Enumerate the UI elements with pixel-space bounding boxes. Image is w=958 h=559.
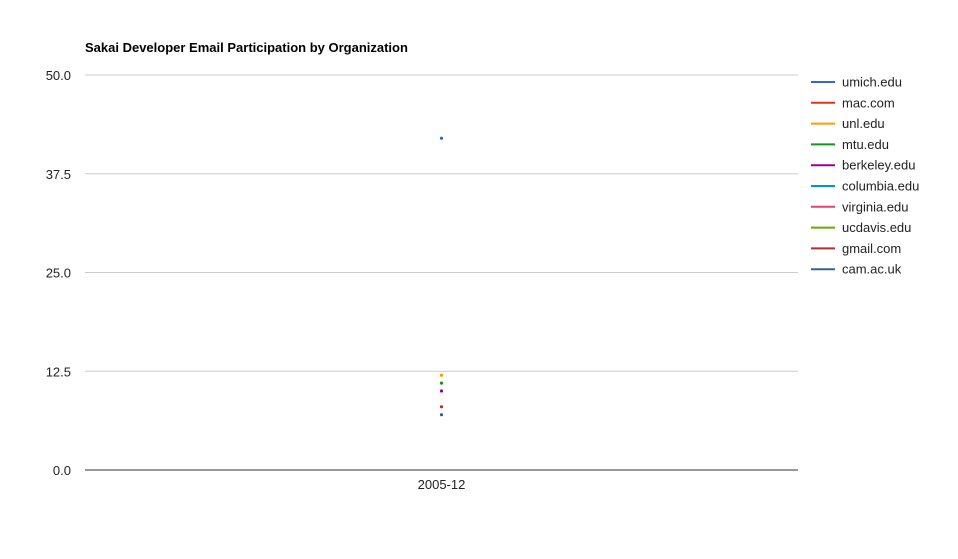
data-point-unl-edu[interactable] [439,373,444,377]
legend-label: cam.ac.uk [842,262,902,277]
chart-title: Sakai Developer Email Participation by O… [85,40,408,55]
data-point-cam-ac-uk[interactable] [439,413,444,417]
data-point-berkeley-edu[interactable] [439,389,444,393]
legend-item-berkeley-edu[interactable]: berkeley.edu [811,158,915,173]
y-tick-label: 37.5 [46,167,71,182]
legend-item-ucdavis-edu[interactable]: ucdavis.edu [811,220,911,235]
x-tick-label: 2005-12 [418,477,466,492]
legend: umich.edu mac.com unl.edu mtu.edu berkeley.e… [811,75,919,277]
legend-label: berkeley.edu [842,158,915,173]
legend-label: mtu.edu [842,137,889,152]
y-tick-label: 50.0 [46,68,71,83]
y-axis-ticks: 0.0 12.5 25.0 37.5 50.0 [46,68,71,478]
legend-item-columbia-edu[interactable]: columbia.edu [811,179,919,194]
legend-label: mac.com [842,95,895,110]
y-tick-label: 0.0 [53,463,71,478]
legend-item-gmail-com[interactable]: gmail.com [811,241,901,256]
legend-item-cam-ac-uk[interactable]: cam.ac.uk [811,262,902,277]
data-point-gmail-com[interactable] [439,405,444,409]
x-axis-ticks: 2005-12 [418,477,466,492]
data-point-umich-edu[interactable] [439,136,444,140]
legend-label: virginia.edu [842,199,909,214]
legend-item-unl-edu[interactable]: unl.edu [811,116,885,131]
legend-label: ucdavis.edu [842,220,911,235]
gridlines [85,74,798,471]
legend-item-virginia-edu[interactable]: virginia.edu [811,199,909,214]
legend-label: gmail.com [842,241,901,256]
legend-label: umich.edu [842,75,902,90]
data-point-mtu-edu[interactable] [439,381,444,385]
y-tick-label: 25.0 [46,266,71,281]
legend-item-mac-com[interactable]: mac.com [811,95,895,110]
data-points [439,136,444,417]
y-tick-label: 12.5 [46,364,71,379]
legend-label: columbia.edu [842,179,919,194]
legend-item-mtu-edu[interactable]: mtu.edu [811,137,889,152]
legend-item-umich-edu[interactable]: umich.edu [811,75,902,90]
legend-label: unl.edu [842,116,885,131]
